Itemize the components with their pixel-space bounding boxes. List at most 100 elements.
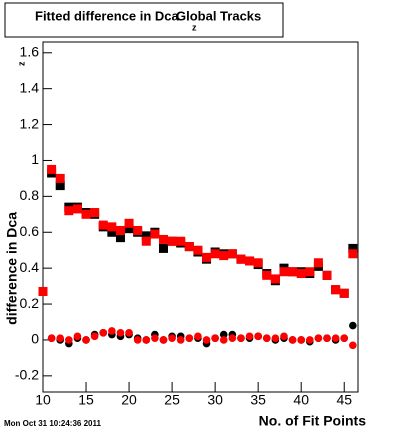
- point: [202, 252, 212, 262]
- point: [81, 209, 91, 219]
- point: [288, 267, 298, 277]
- point: [349, 321, 357, 330]
- point: [38, 286, 48, 296]
- point: [159, 336, 168, 344]
- point: [331, 285, 341, 295]
- point: [158, 234, 168, 244]
- y-tick-label: 1.4: [20, 79, 40, 95]
- point: [133, 225, 143, 235]
- point: [115, 233, 125, 243]
- point: [141, 231, 151, 241]
- point: [313, 258, 323, 268]
- point: [151, 334, 159, 342]
- timestamp: Mon Oct 31 10:24:36 2011: [4, 419, 101, 428]
- x-tick-label: 35: [250, 392, 266, 408]
- point: [65, 336, 73, 344]
- point: [125, 328, 133, 337]
- point: [124, 218, 134, 228]
- point: [288, 336, 297, 344]
- point: [262, 270, 272, 280]
- y-axis-label-subscript: z: [16, 61, 26, 66]
- point: [176, 336, 185, 344]
- point: [245, 256, 255, 266]
- point: [348, 249, 358, 259]
- point: [236, 254, 246, 264]
- point: [56, 334, 65, 342]
- x-tick-label: 15: [78, 392, 94, 408]
- point: [90, 332, 99, 341]
- y-axis-label: difference in Dca: [4, 212, 20, 325]
- point: [55, 173, 65, 183]
- point: [115, 225, 125, 235]
- point: [219, 330, 228, 339]
- y-tick-label: 0.8: [20, 187, 40, 203]
- point: [270, 274, 280, 284]
- point: [219, 336, 228, 344]
- x-tick-label: 25: [164, 392, 180, 408]
- point: [184, 242, 194, 252]
- point: [90, 208, 100, 218]
- point: [340, 334, 349, 342]
- x-tick-label: 40: [293, 392, 309, 408]
- point: [72, 204, 82, 214]
- point: [331, 334, 340, 342]
- point: [262, 334, 271, 342]
- point: [279, 267, 289, 277]
- x-tick-label: 10: [35, 392, 51, 408]
- point: [227, 249, 237, 259]
- point: [116, 328, 125, 337]
- point: [210, 249, 220, 259]
- point: [245, 332, 254, 341]
- point: [349, 341, 357, 350]
- point: [176, 236, 186, 246]
- y-tick-label: 1: [31, 151, 39, 167]
- point: [297, 336, 305, 344]
- point: [339, 288, 349, 298]
- point: [107, 227, 117, 237]
- point: [47, 164, 57, 174]
- y-tick-label: 0.2: [20, 295, 40, 311]
- point: [150, 229, 160, 239]
- y-tick-label: 1.2: [20, 115, 40, 131]
- point: [219, 251, 229, 261]
- point: [254, 332, 262, 341]
- point: [142, 336, 151, 344]
- point: [348, 243, 358, 253]
- y-tick-label: 1.6: [20, 43, 40, 59]
- x-tick-label: 45: [336, 392, 352, 408]
- title-subscript: z: [192, 22, 197, 32]
- point: [107, 222, 117, 232]
- point: [108, 327, 116, 335]
- point: [133, 336, 142, 344]
- point: [271, 334, 280, 342]
- point: [296, 269, 306, 279]
- point: [211, 334, 219, 342]
- point: [47, 334, 56, 342]
- point: [193, 245, 203, 255]
- point: [185, 334, 194, 342]
- point: [323, 334, 331, 342]
- y-tick-label: 0.4: [20, 259, 40, 275]
- point: [237, 334, 245, 342]
- point: [99, 328, 108, 337]
- plot-frame: [42, 41, 359, 393]
- x-axis-label: No. of Fit Points: [259, 413, 367, 429]
- point: [314, 334, 323, 342]
- point: [306, 336, 314, 344]
- point: [124, 224, 134, 234]
- point: [167, 236, 177, 246]
- x-tick-label: 20: [121, 392, 137, 408]
- point: [194, 332, 202, 341]
- point: [168, 334, 176, 342]
- point: [82, 336, 90, 344]
- y-tick-label: 0.6: [20, 223, 40, 239]
- point: [202, 336, 211, 344]
- y-tick-label: -0.2: [15, 367, 39, 383]
- point: [64, 206, 74, 216]
- point: [73, 332, 82, 341]
- y-tick-label: 0: [31, 331, 39, 347]
- chart-title: Fitted difference in Dca: [35, 8, 180, 23]
- point: [55, 181, 65, 191]
- point: [141, 236, 151, 246]
